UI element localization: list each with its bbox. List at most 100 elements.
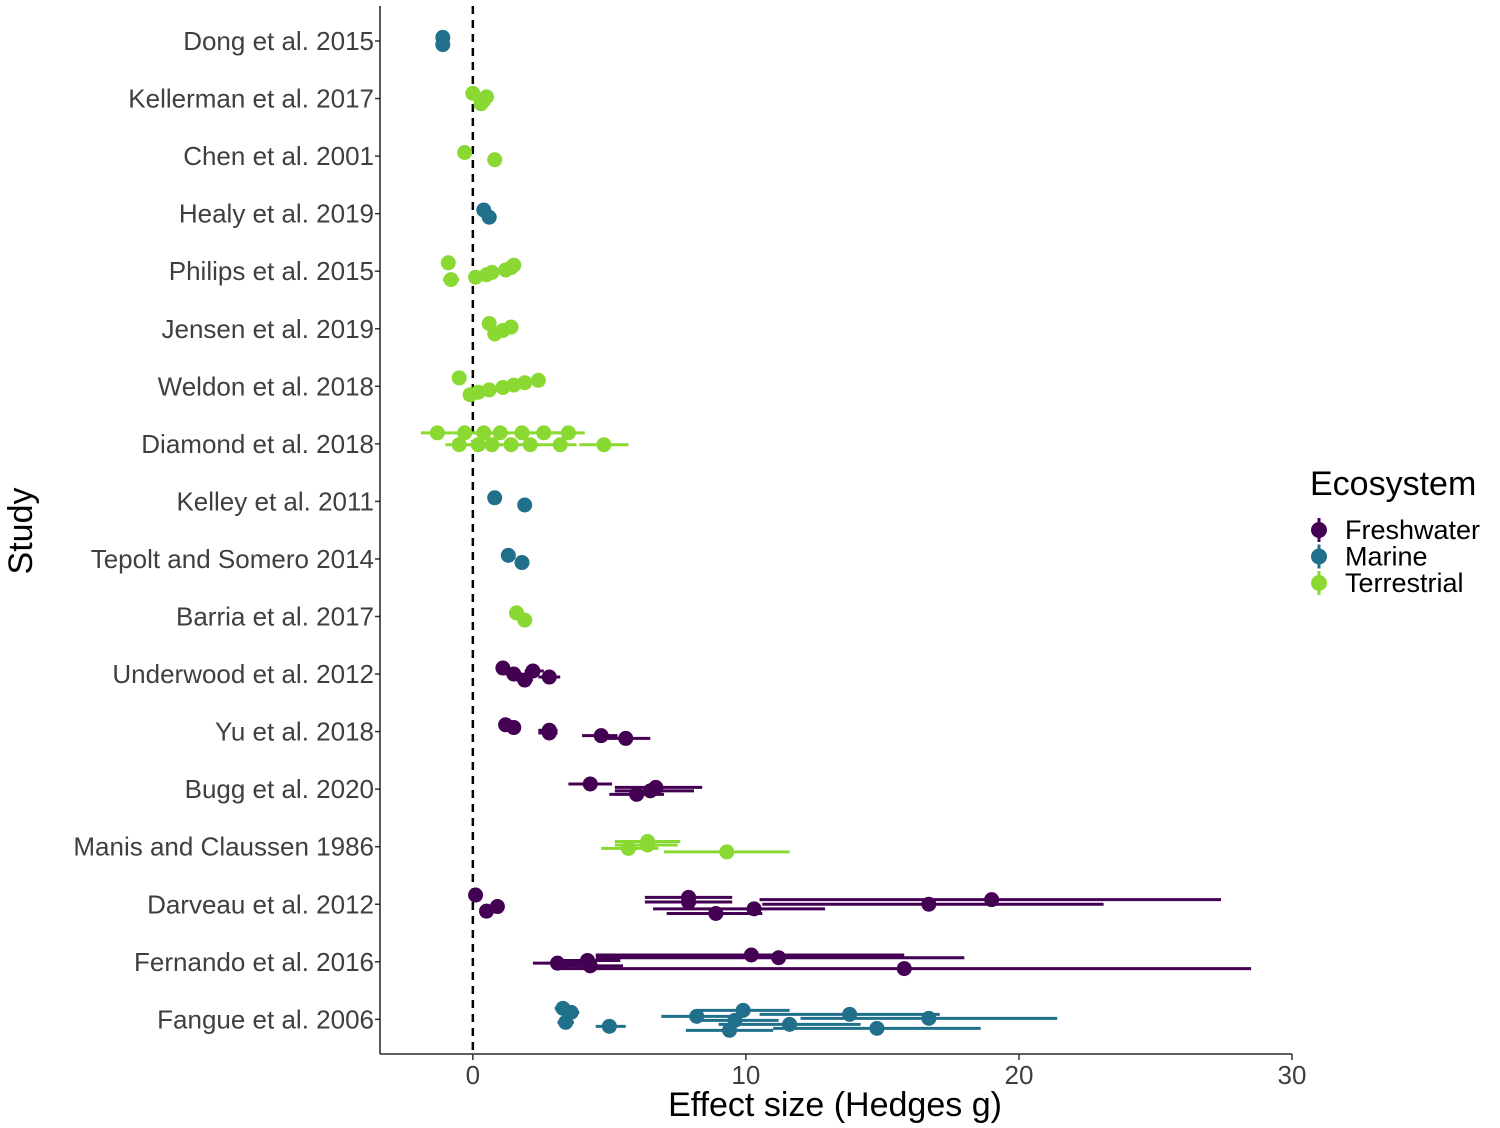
data-point xyxy=(921,1010,937,1026)
data-point xyxy=(648,779,664,795)
data-point xyxy=(478,89,494,105)
y-tick-label: Fangue et al. 2006 xyxy=(157,1004,374,1034)
x-tick-label: 0 xyxy=(466,1060,480,1090)
legend-key-point xyxy=(1311,575,1327,591)
data-point xyxy=(620,840,636,856)
legend-label: Marine xyxy=(1345,542,1428,572)
y-tick-label: Kellerman et al. 2017 xyxy=(128,84,374,114)
point-layer xyxy=(429,29,1000,1038)
data-point xyxy=(487,152,503,168)
data-point xyxy=(708,905,724,921)
data-point xyxy=(582,958,598,974)
data-point xyxy=(640,837,656,853)
data-point xyxy=(476,425,492,441)
y-tick-label: Manis and Claussen 1986 xyxy=(73,832,374,862)
data-point xyxy=(481,382,497,398)
data-point xyxy=(618,730,634,746)
data-point xyxy=(522,437,538,453)
y-tick-label: Bugg et al. 2020 xyxy=(185,774,374,804)
y-tick-label: Chen et al. 2001 xyxy=(183,141,374,171)
data-point xyxy=(743,947,759,963)
data-point xyxy=(517,612,533,628)
data-point xyxy=(593,728,609,744)
y-tick-label: Dong et al. 2015 xyxy=(183,26,374,56)
data-point xyxy=(582,776,598,792)
y-tick-label: Darveau et al. 2012 xyxy=(147,889,374,919)
data-point xyxy=(489,899,505,915)
data-point xyxy=(451,437,467,453)
legend-title: Ecosystem xyxy=(1310,465,1476,503)
y-tick-label: Barria et al. 2017 xyxy=(176,602,374,632)
data-point xyxy=(629,786,645,802)
data-point xyxy=(443,272,459,288)
data-point xyxy=(429,425,445,441)
data-point xyxy=(487,490,503,506)
y-tick-label: Healy et al. 2019 xyxy=(179,199,374,229)
data-point xyxy=(506,257,522,273)
data-point xyxy=(869,1020,885,1036)
data-point xyxy=(563,1004,579,1020)
x-axis-title: Effect size (Hedges g) xyxy=(668,1086,1002,1124)
data-point xyxy=(746,901,762,917)
legend-label: Terrestrial xyxy=(1345,568,1464,598)
data-point xyxy=(495,660,511,676)
data-point xyxy=(435,37,451,53)
data-point xyxy=(506,720,522,736)
y-tick-label: Jensen et al. 2019 xyxy=(162,314,375,344)
y-tick-label: Weldon et al. 2018 xyxy=(158,371,374,401)
data-point xyxy=(500,547,516,563)
y-tick-label: Yu et al. 2018 xyxy=(215,717,374,747)
data-point xyxy=(468,887,484,903)
data-point xyxy=(517,375,533,391)
errorbar-layer xyxy=(420,35,1252,1032)
data-point xyxy=(552,437,568,453)
x-tick-label: 20 xyxy=(1004,1060,1033,1090)
data-point xyxy=(514,425,530,441)
y-tick-label: Diamond et al. 2018 xyxy=(141,429,374,459)
legend-key-point xyxy=(1311,522,1327,538)
data-point xyxy=(525,663,541,679)
data-point xyxy=(457,425,473,441)
axes-layer xyxy=(375,6,1293,1060)
data-point xyxy=(530,372,546,388)
data-point xyxy=(596,437,612,453)
data-point xyxy=(984,892,1000,908)
data-point xyxy=(541,725,557,741)
y-tick-labels: Dong et al. 2015 Kellerman et al. 2017 Che… xyxy=(73,26,374,1034)
data-point xyxy=(689,1008,705,1024)
y-tick-label: Philips et al. 2015 xyxy=(169,256,374,286)
y-tick-label: Kelley et al. 2011 xyxy=(176,486,374,516)
data-point xyxy=(771,950,787,966)
data-point xyxy=(503,319,519,335)
legend-key-point xyxy=(1311,548,1327,565)
data-point xyxy=(842,1006,858,1022)
data-point xyxy=(481,209,497,225)
x-tick-label: 10 xyxy=(731,1060,760,1090)
data-point xyxy=(735,1002,751,1018)
x-tick-labels: 0 10 20 30 xyxy=(466,1060,1307,1090)
y-tick-label: Fernando et al. 2016 xyxy=(134,947,374,977)
data-point xyxy=(503,437,519,453)
data-point xyxy=(549,955,565,971)
data-point xyxy=(451,370,467,386)
data-point xyxy=(601,1018,617,1034)
data-point xyxy=(484,264,500,280)
data-point xyxy=(517,497,533,513)
data-point xyxy=(465,85,481,101)
data-point xyxy=(782,1016,798,1032)
data-point xyxy=(484,437,500,453)
data-point xyxy=(727,1012,743,1028)
data-point xyxy=(921,896,937,912)
data-point xyxy=(541,669,557,685)
data-point xyxy=(457,145,473,160)
data-point xyxy=(560,425,576,441)
data-point xyxy=(514,555,530,571)
data-point xyxy=(896,961,912,977)
legend-label: Freshwater xyxy=(1345,515,1480,545)
data-point xyxy=(719,844,735,860)
y-tick-label: Tepolt and Somero 2014 xyxy=(91,544,374,574)
y-axis-title: Study xyxy=(2,488,40,575)
